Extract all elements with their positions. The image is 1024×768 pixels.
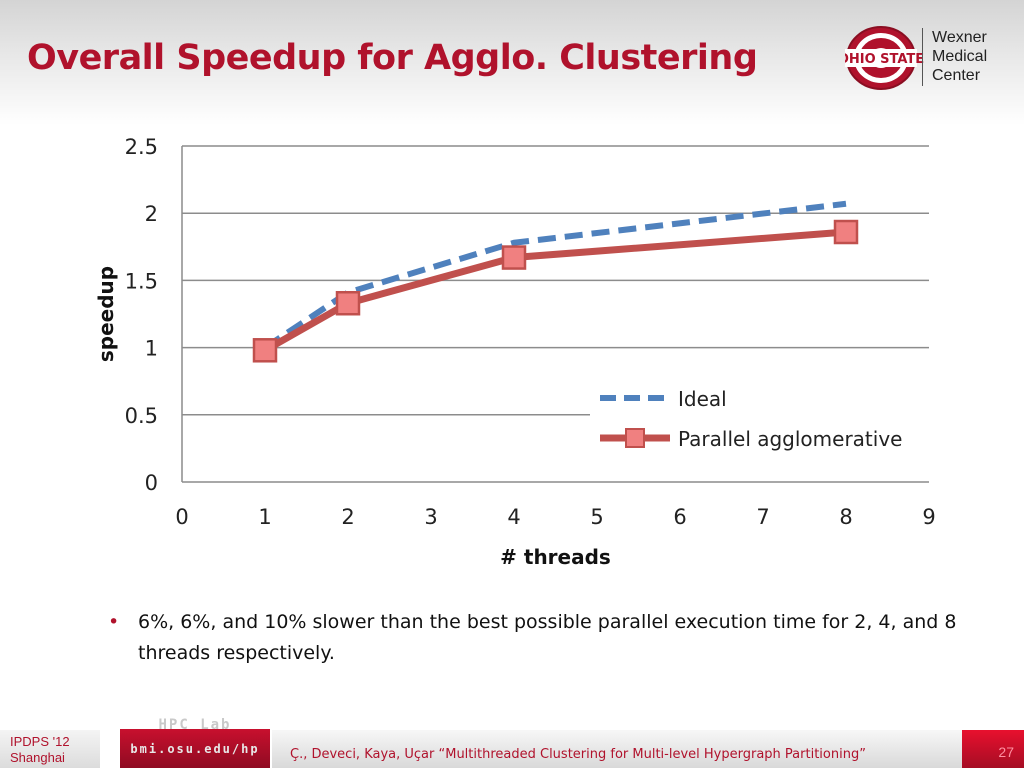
y-tick-label: 2: [145, 202, 158, 226]
data-point-parallel-agglomerative: [252, 338, 278, 363]
footer-citation-band: [272, 730, 962, 768]
page-number-box: 27: [962, 730, 1024, 768]
footer-lab-badge: HPC Lab bmi.osu.edu/hp: [120, 716, 270, 768]
speedup-chart: 0 0.5 1 1.5 2 2.5 0 1 2 3 4 5 6 7 8 9 # threads speedup Id…: [94, 135, 936, 569]
bullet-list: • 6%, 6%, and 10% slower than the best p…: [108, 607, 968, 669]
legend-marker-parallel-agglomerative: [625, 428, 645, 448]
x-tick-label: 1: [258, 505, 271, 529]
logo-wordmark: OHIO STATE: [845, 52, 924, 67]
y-tick-label: 0: [145, 471, 158, 495]
data-point-parallel-agglomerative: [833, 219, 859, 245]
logo-text: Wexner Medical Center: [932, 28, 987, 85]
x-tick-label: 8: [839, 505, 852, 529]
footer-location: Shanghai: [10, 750, 65, 765]
y-tick-label: 1.5: [125, 269, 158, 293]
y-axis-title: speedup: [94, 266, 118, 362]
footer-conference-name: IPDPS '12: [10, 734, 70, 749]
x-tick-label: 5: [590, 505, 603, 529]
lab-name: HPC Lab: [158, 717, 232, 733]
logo-line-1: Wexner: [932, 29, 987, 46]
page-number: 27: [998, 744, 1014, 760]
data-point-parallel-agglomerative: [335, 290, 361, 316]
x-tick-label: 9: [922, 505, 935, 529]
x-tick-label: 3: [424, 505, 437, 529]
footer-conference: IPDPS '12 Shanghai: [0, 730, 100, 768]
legend-box: [590, 376, 935, 468]
legend-label-ideal: Ideal: [678, 387, 727, 411]
bullet-dot: •: [108, 611, 120, 633]
logo-line-2: Medical: [932, 48, 988, 65]
x-tick-label: 4: [507, 505, 520, 529]
x-tick-label: 0: [175, 505, 188, 529]
data-point-parallel-agglomerative: [501, 245, 527, 270]
bullet-text: 6%, 6%, and 10% slower than the best pos…: [138, 611, 957, 664]
footer-citation: Ç., Deveci, Kaya, Uçar “Multithreaded Cl…: [290, 747, 866, 762]
slide-title: Overall Speedup for Agglo. Clustering: [27, 38, 758, 78]
y-tick-label: 0.5: [125, 404, 158, 428]
series-line-parallel-agglomerative: [263, 228, 847, 354]
x-tick-label: 2: [341, 505, 354, 529]
ohio-state-logo: OHIO STATE: [845, 26, 924, 90]
logo-line-3: Center: [932, 67, 981, 84]
logo-divider: [922, 28, 923, 86]
y-tick-label: 1: [145, 337, 158, 361]
legend-label-parallel-agglomerative: Parallel agglomerative: [678, 427, 902, 451]
lab-url: bmi.osu.edu/hp: [130, 742, 260, 756]
x-tick-label: 7: [756, 505, 769, 529]
series-line-ideal: [263, 200, 847, 351]
y-tick-label: 2.5: [125, 135, 158, 159]
x-tick-label: 6: [673, 505, 686, 529]
x-axis-title: # threads: [500, 545, 611, 569]
